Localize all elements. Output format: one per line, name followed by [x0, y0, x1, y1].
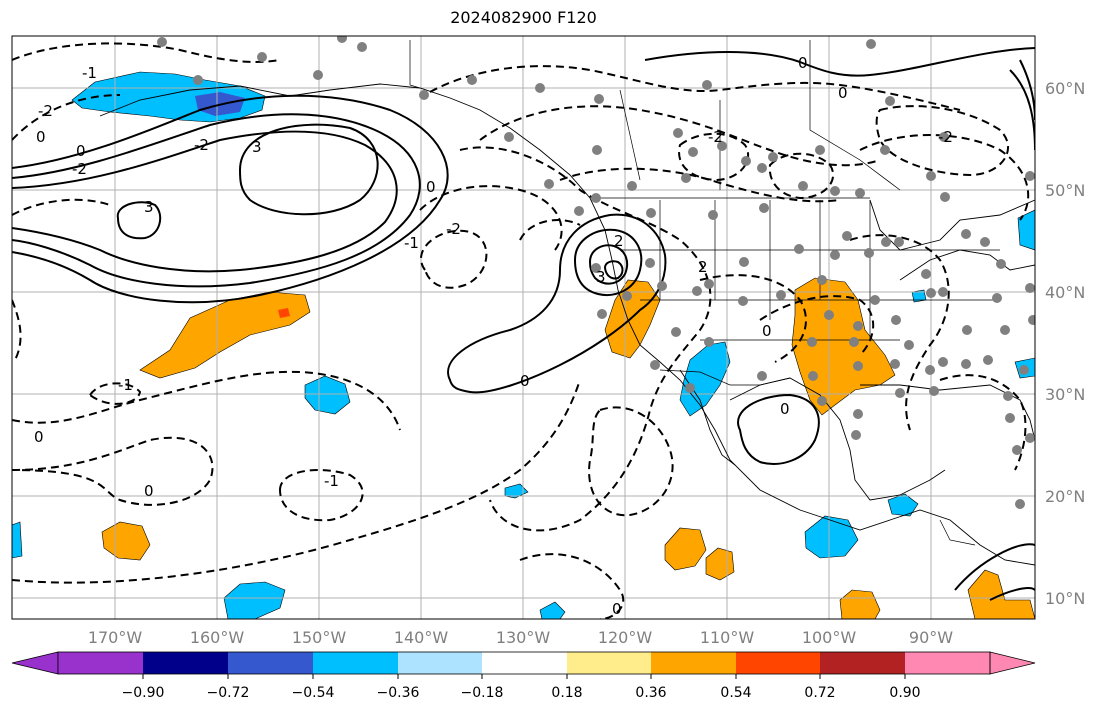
- station-markers: [157, 36, 1035, 509]
- contour-label: 3: [596, 268, 606, 286]
- contour-label: 3: [252, 138, 262, 156]
- contour-label: -2: [938, 128, 953, 146]
- lat-tick-label: 20°N: [1045, 487, 1085, 506]
- colorbar-tick-label: 0.72: [804, 685, 835, 701]
- contour-label: -2: [446, 220, 461, 238]
- lat-tick-label: 40°N: [1045, 283, 1085, 302]
- contour-label: -2: [38, 102, 53, 120]
- lon-tick-label: 100°W: [802, 628, 857, 647]
- colorbar-segment: [482, 652, 567, 674]
- negative-anomaly-area: [12, 521, 23, 559]
- positive-anomaly-area: [101, 521, 151, 561]
- lon-tick-label: 130°W: [496, 628, 551, 647]
- lat-tick-label: 10°N: [1045, 589, 1085, 608]
- lat-tick-label: 50°N: [1045, 181, 1085, 200]
- colorbar-segment: [143, 652, 228, 674]
- contour-label: -2: [194, 136, 209, 154]
- colorbar-tick-label: −0.54: [292, 685, 335, 701]
- negative-anomaly-area: [504, 483, 529, 499]
- contour-label: 0: [762, 322, 772, 340]
- lon-tick-label: 90°W: [909, 628, 953, 647]
- colorbar-tick-label: 0.36: [635, 685, 666, 701]
- negative-anomaly-area: [679, 341, 731, 417]
- contour-label: 0: [780, 400, 790, 418]
- contour-label: 2: [614, 232, 624, 250]
- lon-tick-label: 140°W: [394, 628, 449, 647]
- colorbar-segment: [58, 652, 143, 674]
- colorbar-segment: [905, 652, 990, 674]
- colorbar-segment: [313, 652, 398, 674]
- colorbar-segment: [228, 652, 313, 674]
- colorbar-frame: [57, 651, 991, 675]
- contour-label: 0: [838, 84, 848, 102]
- positive-anomaly-area: [664, 527, 707, 571]
- lon-tick-label: 110°W: [700, 628, 755, 647]
- colorbar-segment: [567, 652, 651, 674]
- colorbar-segment: [398, 652, 482, 674]
- contour-label: 0: [520, 372, 530, 390]
- positive-anomaly-area: [139, 291, 311, 379]
- lon-tick-label: 150°W: [292, 628, 347, 647]
- political-borders: [409, 40, 1000, 546]
- strong-positive-anomaly-area: [278, 308, 290, 318]
- dashed-contours: [12, 42, 1030, 619]
- solid-contours: [12, 47, 1035, 601]
- colorbar-segment: [651, 652, 736, 674]
- contour-label: 2: [698, 258, 708, 276]
- contour-label: 0: [144, 482, 154, 500]
- contour-labels: 0 -2 -1 0 -2 3 3 -2 -2 0 -2 0 -2 -1 0 2 …: [34, 54, 953, 618]
- lat-tick-label: 60°N: [1045, 79, 1085, 98]
- longitude-axis: 170°W 160°W 150°W 140°W 130°W 120°W 110°…: [88, 628, 953, 647]
- negative-anomaly-area: [304, 375, 351, 415]
- lon-tick-label: 160°W: [190, 628, 245, 647]
- contour-label: 3: [144, 198, 154, 216]
- colorbar-tick-label: −0.18: [461, 685, 504, 701]
- map-title: 2024082900 F120: [450, 8, 597, 27]
- colorbar-tick-label: 0.18: [551, 685, 582, 701]
- colorbar-segment: [820, 652, 905, 674]
- latitude-axis: 10°N 20°N 30°N 40°N 50°N 60°N: [1045, 79, 1085, 608]
- contour-label: -1: [404, 234, 419, 252]
- contour-label: 0: [426, 178, 436, 196]
- negative-anomaly-area: [887, 493, 919, 517]
- contour-label: 0: [612, 600, 622, 618]
- colorbar-tick-label: −0.36: [377, 685, 420, 701]
- lon-tick-label: 170°W: [88, 628, 143, 647]
- colorbar-extend-low: [11, 651, 59, 675]
- contour-label: -2: [72, 160, 87, 178]
- colorbar-tick-label: 0.90: [889, 685, 920, 701]
- contour-label: -1: [82, 64, 97, 82]
- positive-anomaly-area: [705, 547, 735, 581]
- colorbar-tick-label: −0.72: [207, 685, 250, 701]
- map-panel: 0 -2 -1 0 -2 3 3 -2 -2 0 -2 0 -2 -1 0 2 …: [12, 36, 1035, 619]
- map-frame: [11, 35, 1036, 620]
- colorbar-tick-label: 0.54: [720, 685, 751, 701]
- colorbar-extend-high: [989, 651, 1036, 675]
- negative-anomaly-area: [539, 601, 566, 619]
- negative-anomaly-area: [223, 581, 286, 619]
- colorbar: −0.90 −0.72 −0.54 −0.36 −0.18 0.18 0.36 …: [11, 651, 1036, 701]
- colorbar-tick-label: −0.90: [122, 685, 165, 701]
- contour-label: -1: [324, 472, 339, 490]
- positive-anomaly-area: [604, 279, 661, 359]
- positive-anomaly-area: [839, 589, 881, 619]
- contour-label: 0: [798, 54, 808, 72]
- colorbar-segment: [736, 652, 820, 674]
- negative-anomaly-area: [1017, 209, 1035, 251]
- contour-label: 0: [36, 128, 46, 146]
- contour-label: -2: [708, 128, 723, 146]
- lat-tick-label: 30°N: [1045, 385, 1085, 404]
- negative-anomaly-area: [804, 515, 859, 559]
- lon-tick-label: 120°W: [598, 628, 653, 647]
- contour-label: 0: [34, 428, 44, 446]
- contour-label: -1: [118, 376, 133, 394]
- positive-anomaly-area: [791, 277, 896, 416]
- contour-label: 0: [76, 142, 86, 160]
